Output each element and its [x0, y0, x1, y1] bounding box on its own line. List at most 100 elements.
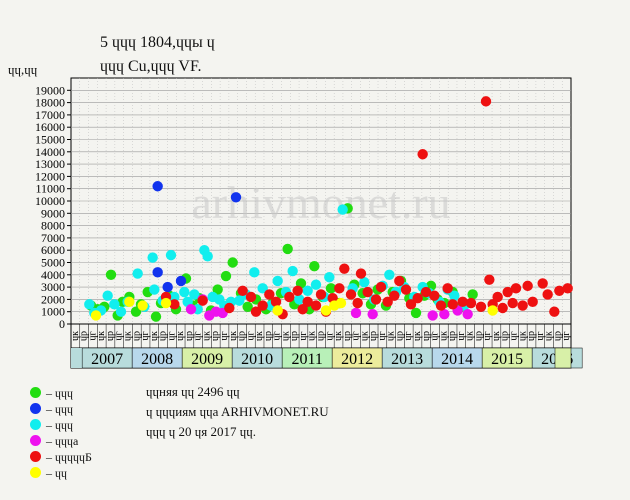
data-point	[149, 284, 160, 295]
x-sublabel: ɥр	[552, 331, 563, 341]
yellow-dot-icon	[30, 467, 41, 478]
y-tick-label: 1000	[41, 305, 65, 319]
data-point	[335, 297, 347, 309]
data-point	[257, 300, 268, 311]
data-point	[202, 251, 213, 262]
date-note: ɥɥɥ ɥ 20 ɥя 2017 ɥɥ.	[146, 424, 256, 439]
scatter-chart: 0100020003000400050006000700080009000100…	[35, 77, 583, 369]
y-tick-label: 9000	[41, 206, 65, 220]
data-point	[169, 291, 180, 303]
x-sublabel: ɥг	[482, 331, 493, 340]
x-sublabel: ɥг	[298, 331, 309, 340]
x-sublabel: ɥг	[140, 331, 151, 340]
x-sublabel: ɥг	[430, 331, 441, 340]
x-sublabel: ɥр	[473, 331, 484, 341]
data-point	[362, 286, 373, 298]
chart-title-line1: 5 ɥɥɥ 1804,ɥɥы ɥ	[100, 34, 215, 51]
y-tick-label: 12000	[35, 169, 65, 183]
x-sublabel: ɥк	[201, 331, 212, 341]
data-point	[150, 311, 162, 322]
data-point	[439, 308, 450, 320]
x-sublabel: ɥр	[526, 331, 537, 341]
data-point	[352, 297, 363, 309]
data-point	[537, 278, 548, 289]
y-tick-label: 16000	[35, 120, 65, 134]
data-point	[124, 296, 135, 308]
legend-label-red: – ɥɥɥɥɥБ	[46, 450, 92, 464]
x-sublabel: ɥг	[87, 331, 98, 340]
data-point	[359, 276, 370, 288]
data-point	[339, 263, 350, 274]
x-sublabel: ɥг	[219, 331, 230, 340]
year-label: 2014	[441, 351, 473, 368]
x-sublabel: ɥк	[386, 331, 397, 341]
data-point	[475, 301, 487, 312]
data-point	[405, 299, 417, 310]
data-point	[310, 279, 322, 290]
data-point	[457, 296, 468, 308]
y-tick-label: 19000	[35, 83, 65, 97]
data-point	[370, 294, 382, 305]
x-sublabel: ɥк	[465, 331, 476, 341]
x-sublabel: ɥр	[421, 331, 432, 341]
x-sublabel: ɥр	[237, 331, 248, 341]
x-sublabel: ɥр	[500, 331, 511, 341]
data-point	[442, 283, 453, 294]
data-point	[130, 306, 142, 317]
x-sublabel: ɥк	[96, 331, 107, 341]
x-sublabel: ɥр	[342, 331, 353, 341]
y-tick-label: 18000	[35, 96, 65, 110]
y-tick-label: 4000	[41, 268, 65, 282]
x-sublabel: ɥр	[447, 331, 458, 341]
data-point	[447, 299, 458, 310]
data-point	[257, 283, 268, 294]
x-sublabel: ɥг	[351, 331, 362, 340]
data-point	[325, 283, 337, 294]
x-sublabel: ɥг	[245, 331, 256, 340]
y-tick-label: 0	[59, 317, 65, 331]
cyan-dot-icon	[30, 419, 41, 430]
magenta-dot-icon	[30, 435, 41, 446]
x-sublabel: ɥк	[70, 331, 81, 341]
x-sublabel: ɥк	[517, 331, 528, 341]
x-sublabel: ɥк	[412, 331, 423, 341]
data-point	[302, 296, 313, 308]
data-point	[309, 260, 320, 272]
data-point	[502, 286, 513, 298]
data-point	[410, 307, 422, 319]
data-point	[160, 297, 172, 309]
data-point	[230, 192, 242, 203]
data-point	[147, 252, 158, 263]
x-sublabel: ɥг	[403, 331, 414, 340]
data-point	[400, 284, 412, 295]
data-point	[137, 300, 148, 311]
data-point	[427, 310, 438, 321]
data-point	[355, 268, 367, 279]
x-sublabel: ɥг	[324, 331, 335, 340]
data-point	[394, 275, 405, 287]
x-sublabel: ɥг	[456, 331, 467, 340]
data-point	[237, 285, 248, 296]
data-point	[324, 272, 335, 283]
data-point	[507, 297, 518, 309]
data-point	[562, 283, 573, 294]
data-point	[310, 300, 322, 311]
data-point	[337, 204, 348, 215]
data-point	[234, 295, 245, 306]
data-point	[245, 291, 257, 303]
y-tick-label: 7000	[41, 231, 65, 245]
data-point	[487, 305, 498, 316]
data-point	[345, 289, 357, 300]
year-label: 2009	[191, 351, 223, 368]
data-point	[242, 301, 253, 312]
y-axis-label: ɥɥ,ɥɥ	[8, 62, 38, 77]
year-label: 2013	[391, 351, 423, 368]
data-point	[527, 296, 538, 308]
x-sublabel: ɥг	[561, 331, 572, 340]
data-point	[185, 304, 197, 315]
year-label: 2011	[291, 351, 322, 368]
x-sublabel: ɥр	[105, 331, 116, 341]
legend-label-green: – ɥɥɥ	[46, 386, 73, 400]
blue-dot-icon	[30, 403, 41, 414]
data-point	[320, 305, 332, 316]
